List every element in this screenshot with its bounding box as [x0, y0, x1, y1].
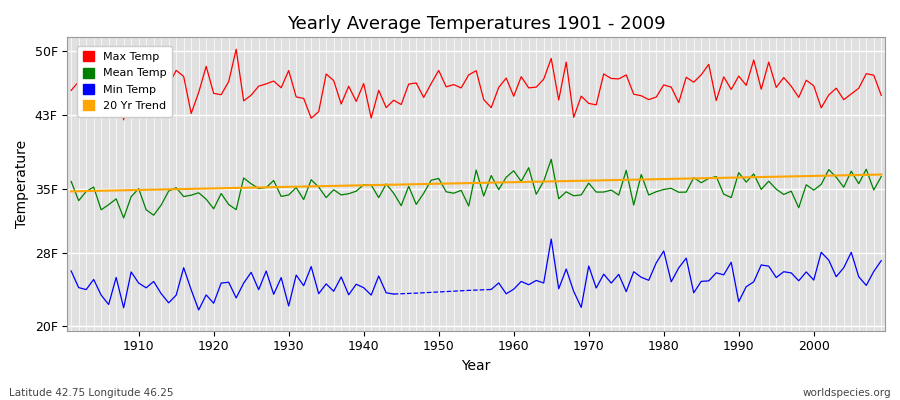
Text: Latitude 42.75 Longitude 46.25: Latitude 42.75 Longitude 46.25 [9, 388, 174, 398]
Legend: Max Temp, Mean Temp, Min Temp, 20 Yr Trend: Max Temp, Mean Temp, Min Temp, 20 Yr Tre… [77, 46, 172, 117]
Text: worldspecies.org: worldspecies.org [803, 388, 891, 398]
X-axis label: Year: Year [462, 359, 490, 373]
Title: Yearly Average Temperatures 1901 - 2009: Yearly Average Temperatures 1901 - 2009 [287, 15, 665, 33]
Y-axis label: Temperature: Temperature [15, 140, 29, 228]
